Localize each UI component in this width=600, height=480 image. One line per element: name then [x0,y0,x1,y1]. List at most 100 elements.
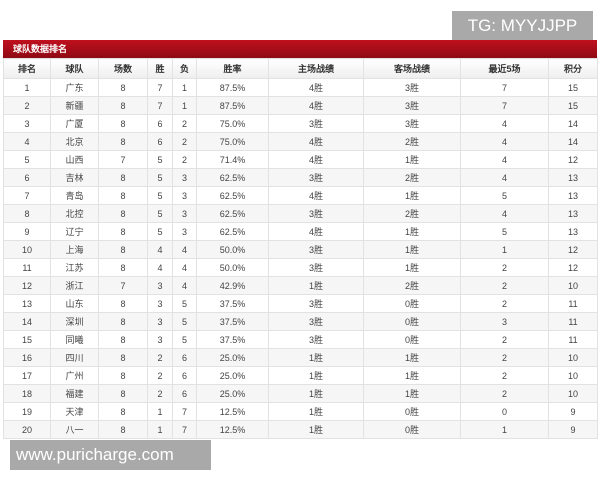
table-cell: 1胜 [363,366,461,385]
table-header-row: 排名 球队 场数胜负胜率 主场战绩 客场战绩 最近5场 积分 [3,58,598,79]
table-cell: 6 [172,366,197,385]
table-cell: 1胜 [268,276,364,295]
table-cell: 7 [147,78,173,97]
table-row: 12 浙江 7 3 4 42.9% 1胜 2胜 2 10 [3,276,598,295]
table-cell: 3 [172,168,197,187]
table-cell: 2 [460,348,549,367]
table-cell: 2 [172,132,197,151]
table-cell: 16 [3,348,51,367]
table-cell: 1 [147,420,173,439]
table-cell: 2 [460,384,549,403]
table-cell: 5 [3,150,51,169]
table-cell: 8 [98,222,148,241]
table-cell: 4 [172,276,197,295]
column-header: 排名 [3,58,51,79]
table-cell: 1胜 [363,258,461,277]
table-cell: 5 [172,312,197,331]
table-cell: 5 [147,186,173,205]
table-cell: 10 [548,384,598,403]
table-cell: 8 [98,240,148,259]
table-cell: 4胜 [268,222,364,241]
table-cell: 2 [172,114,197,133]
table-cell: 2 [147,348,173,367]
table-cell: 15 [548,96,598,115]
table-cell: 1 [172,78,197,97]
table-cell: 14 [548,114,598,133]
column-header: 客场战绩 [363,58,461,79]
table-cell: 2 [460,294,549,313]
table-cell: 8 [98,312,148,331]
table-cell: 0胜 [363,402,461,421]
table-cell: 3 [172,186,197,205]
table-cell: 7 [172,402,197,421]
table-cell: 25.0% [196,384,269,403]
table-cell: 1胜 [268,348,364,367]
table-cell: 3 [147,330,173,349]
table-cell: 8 [98,294,148,313]
table-cell: 15 [3,330,51,349]
table-cell: 2 [460,330,549,349]
table-cell: 3胜 [268,204,364,223]
table-cell: 8 [98,132,148,151]
table-cell: 12 [3,276,51,295]
table-cell: 13 [548,168,598,187]
table-cell: 2 [460,276,549,295]
table-cell: 6 [3,168,51,187]
table-cell: 5 [172,330,197,349]
table-cell: 4 [460,150,549,169]
table-row: 20 八一 8 1 7 12.5% 1胜 0胜 1 9 [3,420,598,439]
table-cell: 2 [460,258,549,277]
table-cell: 1 [460,420,549,439]
table-cell: 1胜 [363,384,461,403]
table-cell: 62.5% [196,168,269,187]
table-cell: 4 [460,204,549,223]
table-cell: 19 [3,402,51,421]
table-row: 8 北控 8 5 3 62.5% 3胜 2胜 4 13 [3,204,598,223]
table-cell: 8 [98,114,148,133]
table-cell: 3胜 [363,114,461,133]
table-cell: 8 [98,330,148,349]
table-cell: 7 [147,96,173,115]
table-cell: 17 [3,366,51,385]
table-row: 9 辽宁 8 5 3 62.5% 4胜 1胜 5 13 [3,222,598,241]
table-cell: 6 [147,114,173,133]
table-cell: 75.0% [196,114,269,133]
table-cell: 6 [172,348,197,367]
table-cell: 2胜 [363,132,461,151]
table-cell: 50.0% [196,240,269,259]
table-cell: 8 [98,420,148,439]
table-row: 18 福建 8 2 6 25.0% 1胜 1胜 2 10 [3,384,598,403]
table-row: 5 山西 7 5 2 71.4% 4胜 1胜 4 12 [3,150,598,169]
table-cell: 8 [98,348,148,367]
table-cell: 3 [172,222,197,241]
table-cell: 3胜 [268,258,364,277]
table-cell: 5 [147,204,173,223]
table-cell: 12.5% [196,420,269,439]
table-cell: 8 [3,204,51,223]
table-row: 3 广厦 8 6 2 75.0% 3胜 3胜 4 14 [3,114,598,133]
table-cell: 12.5% [196,402,269,421]
table-cell: 5 [460,186,549,205]
table-cell: 8 [98,186,148,205]
table-cell: 6 [172,384,197,403]
table-row: 15 同曦 8 3 5 37.5% 3胜 0胜 2 11 [3,330,598,349]
table-cell: 11 [3,258,51,277]
table-cell: 10 [548,348,598,367]
table-cell: 0胜 [363,294,461,313]
table-cell: 8 [98,168,148,187]
table-cell: 广东 [50,78,99,97]
table-cell: 3 [147,294,173,313]
table-cell: 3胜 [268,168,364,187]
column-header: 主场战绩 [268,58,364,79]
table-cell: 4胜 [268,186,364,205]
table-cell: 13 [548,186,598,205]
table-cell: 8 [98,204,148,223]
table-cell: 0胜 [363,312,461,331]
table-cell: 9 [3,222,51,241]
column-header: 球队 [50,58,99,79]
table-row: 11 江苏 8 4 4 50.0% 3胜 1胜 2 12 [3,258,598,277]
table-row: 6 吉林 8 5 3 62.5% 3胜 2胜 4 13 [3,168,598,187]
table-cell: 7 [460,96,549,115]
table-cell: 四川 [50,348,99,367]
table-cell: 4 [3,132,51,151]
